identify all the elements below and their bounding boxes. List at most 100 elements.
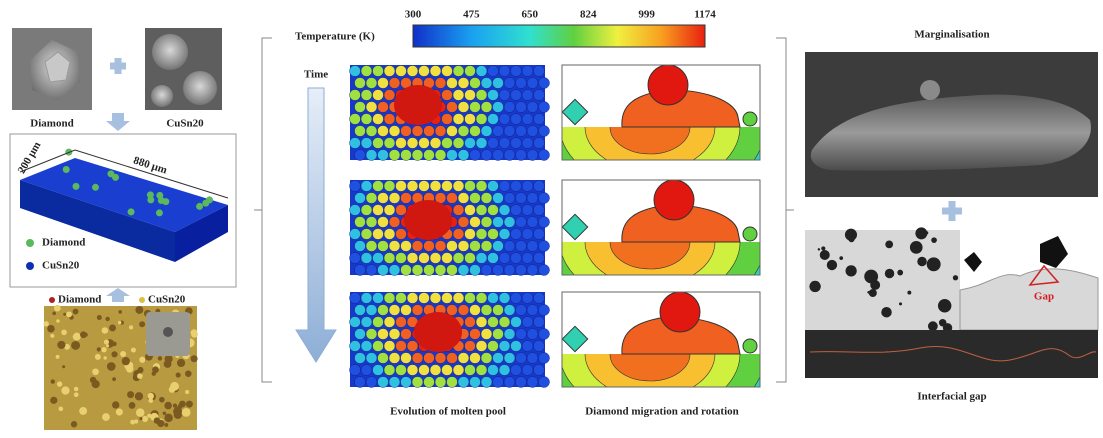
powder-grain: [173, 403, 177, 407]
powder-particle: [407, 341, 418, 352]
powder-particle: [401, 377, 412, 388]
powder-grain: [164, 402, 172, 410]
pore: [917, 257, 926, 266]
powder-particle: [430, 181, 441, 192]
cusn-particle: [183, 71, 217, 105]
powder-particle: [534, 317, 545, 328]
powder-particle: [361, 181, 372, 192]
powder-particle: [373, 341, 384, 352]
powder-particle: [527, 102, 538, 113]
powder-particle: [350, 205, 361, 216]
legend-marker: [49, 297, 55, 303]
powder-particle: [442, 90, 453, 101]
powder-particle: [499, 317, 510, 328]
powder-particle: [534, 114, 545, 125]
powder-particle: [350, 90, 361, 101]
powder-particle: [539, 102, 550, 113]
colorbar-title: Temperature (K): [295, 31, 375, 43]
powder-particle: [389, 217, 400, 228]
powder-particle: [516, 126, 527, 137]
powder-particle: [539, 150, 550, 161]
powder-particle: [366, 126, 377, 137]
powder-particle: [373, 229, 384, 240]
model-particle: [92, 184, 99, 191]
powder-particle: [419, 181, 430, 192]
powder-particle: [407, 138, 418, 149]
powder-grain: [61, 330, 67, 336]
powder-particle: [511, 181, 522, 192]
powder-particle: [534, 90, 545, 101]
powder-particle: [504, 329, 515, 340]
powder-particle: [396, 293, 407, 304]
powder-grain: [122, 357, 130, 365]
powder-particle: [355, 353, 366, 364]
powder-particle: [401, 126, 412, 137]
powder-particle: [424, 126, 435, 137]
powder-grain: [74, 387, 78, 391]
powder-particle: [361, 66, 372, 77]
powder-particle: [366, 265, 377, 276]
powder-particle: [522, 317, 533, 328]
powder-particle: [504, 102, 515, 113]
powder-particle: [470, 217, 481, 228]
powder-particle: [366, 193, 377, 204]
powder-particle: [419, 365, 430, 376]
powder-particle: [361, 317, 372, 328]
powder-particle: [511, 317, 522, 328]
powder-particle: [458, 102, 469, 113]
powder-grain: [164, 360, 172, 368]
powder-particle: [412, 305, 423, 316]
powder-particle: [488, 317, 499, 328]
powder-particle: [493, 329, 504, 340]
powder-grain: [118, 310, 122, 314]
powder-particle: [534, 181, 545, 192]
powder-particle: [516, 217, 527, 228]
powder-particle: [527, 126, 538, 137]
powder-particle: [389, 78, 400, 89]
powder-particle: [499, 229, 510, 240]
powder-particle: [384, 341, 395, 352]
powder-particle: [373, 253, 384, 264]
powder-particle: [499, 138, 510, 149]
powder-particle: [366, 305, 377, 316]
powder-grain: [170, 382, 179, 391]
powder-particle: [396, 253, 407, 264]
powder-particle: [465, 293, 476, 304]
powder-particle: [361, 365, 372, 376]
powder-particle: [493, 150, 504, 161]
powder-particle: [355, 305, 366, 316]
powder-particle: [499, 293, 510, 304]
powder-grain: [176, 372, 181, 377]
powder-grain: [52, 312, 56, 316]
powder-particle: [539, 241, 550, 252]
powder-particle: [522, 229, 533, 240]
arrow: [106, 288, 130, 302]
powder-particle: [447, 377, 458, 388]
powder-particle: [527, 150, 538, 161]
powder-particle: [470, 102, 481, 113]
pore: [899, 302, 902, 305]
powder-particle: [350, 138, 361, 149]
powder-grain: [142, 416, 148, 422]
powder-particle: [447, 353, 458, 364]
powder-particle: [476, 66, 487, 77]
powder-particle: [447, 193, 458, 204]
powder-grain: [101, 347, 106, 352]
powder-particle: [389, 377, 400, 388]
powder-particle: [539, 265, 550, 276]
powder-particle: [412, 241, 423, 252]
powder-particle: [350, 114, 361, 125]
powder-particle: [366, 329, 377, 340]
powder-particle: [527, 305, 538, 316]
powder-particle: [366, 241, 377, 252]
powder-particle: [516, 78, 527, 89]
powder-particle: [516, 377, 527, 388]
powder-particle: [373, 181, 384, 192]
powder-particle: [488, 341, 499, 352]
pore: [881, 307, 891, 317]
powder-particle: [453, 66, 464, 77]
powder-particle: [476, 365, 487, 376]
powder-grain: [191, 355, 198, 362]
time-label: Time: [304, 69, 328, 81]
powder-particle: [350, 66, 361, 77]
